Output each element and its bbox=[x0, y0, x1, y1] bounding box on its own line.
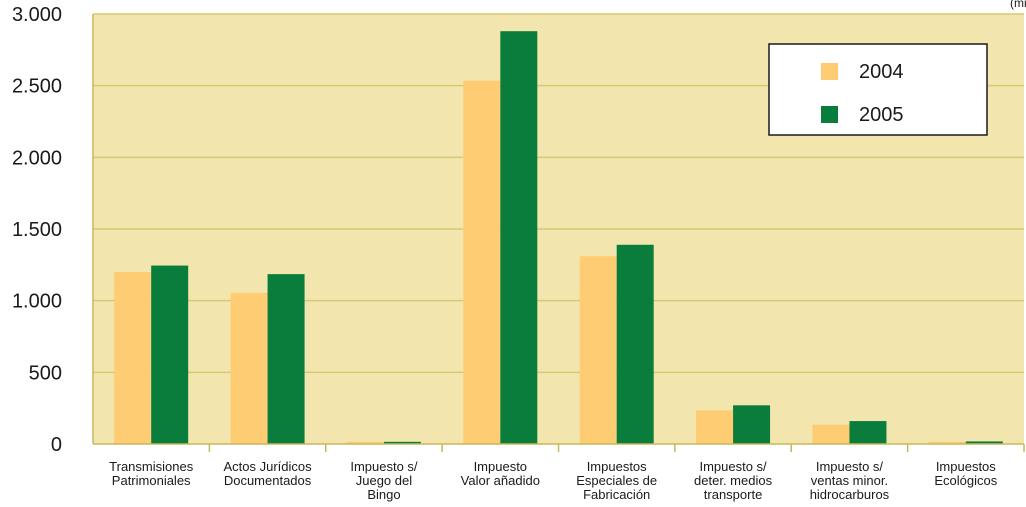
y-tick-label: 0 bbox=[51, 434, 62, 456]
y-tick-label: 3.000 bbox=[12, 4, 62, 26]
y-tick-label: 1.000 bbox=[12, 291, 62, 313]
bar-2005-6 bbox=[849, 421, 887, 444]
unit-label: (millones de euros) bbox=[1010, 0, 1026, 10]
bar-2004-5 bbox=[696, 410, 734, 444]
x-tick-label: Impuesto s/ventas minor. hidrocarburos bbox=[810, 459, 890, 502]
y-axis-ticks: 0 500 1.000 1.500 2.000 2.500 3.000 bbox=[12, 4, 62, 456]
bar-2004-0 bbox=[114, 272, 152, 444]
legend-label-2004: 2004 bbox=[859, 61, 904, 83]
bar-2004-7 bbox=[928, 441, 966, 444]
bar-2004-4 bbox=[579, 256, 617, 444]
x-axis-ticks: Transmisiones Patrimoniales Actos Jurídico… bbox=[109, 444, 1025, 502]
x-tick-label: Impuesto s/deter. medios transporte bbox=[694, 459, 773, 502]
y-tick-label: 2.000 bbox=[12, 147, 62, 169]
bar-2004-6 bbox=[812, 424, 850, 444]
bar-2004-1 bbox=[230, 292, 268, 444]
x-tick-label: Impuesto s/Juego del Bingo bbox=[350, 459, 418, 502]
x-tick-label: Transmisiones Patrimoniales bbox=[109, 459, 194, 488]
bar-2005-5 bbox=[733, 405, 771, 444]
legend-swatch-2005 bbox=[821, 106, 838, 123]
bar-2005-0 bbox=[151, 265, 189, 444]
y-tick-label: 500 bbox=[29, 362, 62, 384]
bar-2004-2 bbox=[346, 441, 384, 444]
y-tick-label: 2.500 bbox=[12, 76, 62, 98]
bar-2005-4 bbox=[616, 244, 654, 444]
bar-2005-2 bbox=[383, 441, 421, 444]
x-tick-label: Impuestos Especiales de Fabricación bbox=[576, 459, 657, 502]
bars bbox=[114, 31, 1003, 445]
bar-2005-1 bbox=[267, 274, 305, 444]
x-tick-label: Actos Jurídicos Documentados bbox=[223, 459, 312, 488]
bar-2005-7 bbox=[965, 441, 1003, 444]
bar-2004-3 bbox=[463, 80, 501, 445]
legend-box bbox=[768, 43, 988, 136]
x-tick-label: Impuestos Ecológicos bbox=[934, 459, 997, 488]
bar-2005-3 bbox=[500, 31, 538, 444]
legend: 2004 2005 bbox=[768, 43, 988, 136]
x-tick-label: Impuesto Valor añadido bbox=[461, 459, 540, 488]
y-tick-label: 1.500 bbox=[12, 219, 62, 241]
legend-label-2005: 2005 bbox=[859, 104, 904, 126]
legend-swatch-2004 bbox=[821, 63, 838, 80]
